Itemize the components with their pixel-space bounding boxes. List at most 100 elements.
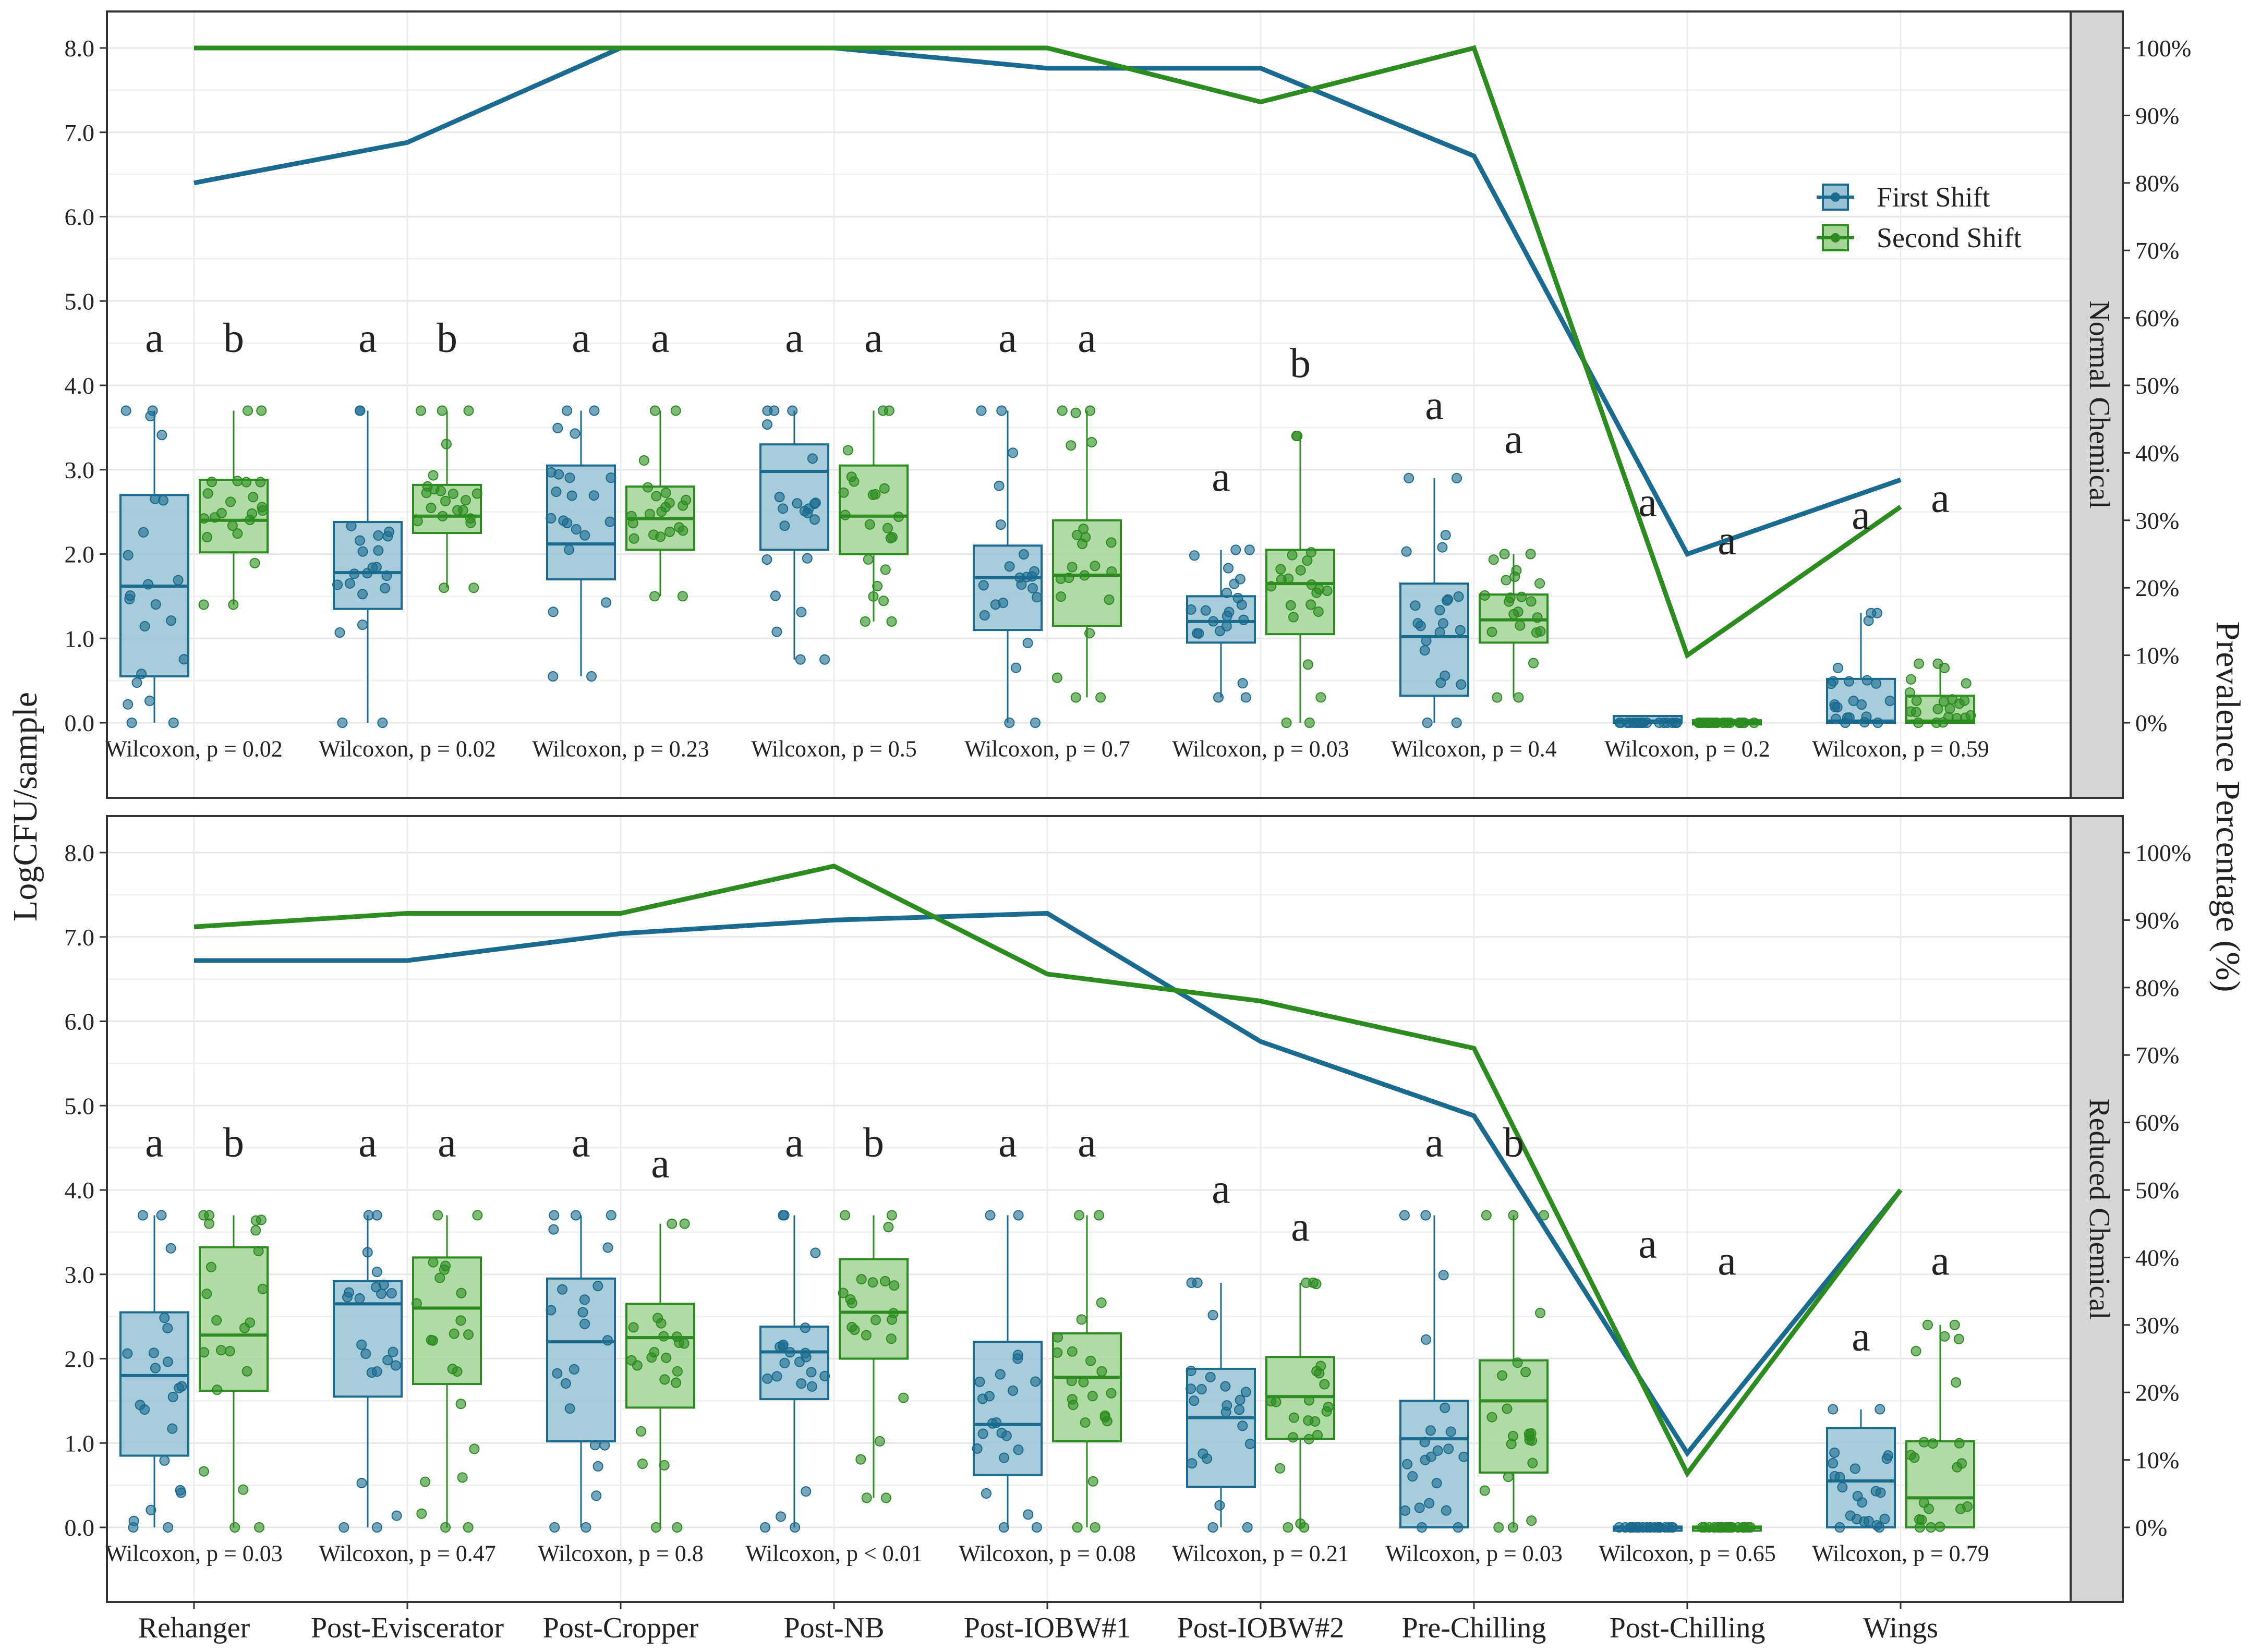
boxplot-second-shift-post-eviscerator <box>412 405 482 593</box>
box <box>546 1277 616 1443</box>
data-point <box>1027 583 1038 594</box>
data-point <box>1437 542 1448 553</box>
data-point <box>1056 591 1067 602</box>
data-point <box>1067 1346 1078 1357</box>
data-point <box>777 1341 788 1352</box>
data-point <box>457 1472 468 1483</box>
y-tick-label: 8.0 <box>65 35 95 62</box>
boxplot-second-shift-post-chilling <box>1692 718 1762 728</box>
data-point <box>471 488 482 499</box>
data-point <box>1440 530 1451 541</box>
y-tick-label: 4.0 <box>65 372 95 399</box>
data-point <box>1067 562 1078 573</box>
data-point <box>1066 1376 1077 1387</box>
data-point <box>136 669 147 679</box>
data-point <box>628 533 639 544</box>
x-tick-label: Wings <box>1863 1612 1938 1644</box>
data-point <box>176 1381 187 1392</box>
sig-letter-second: b <box>223 1120 244 1165</box>
data-point <box>257 1283 268 1294</box>
y-right-tick-label: 30% <box>2135 1312 2179 1339</box>
data-point <box>1072 529 1083 540</box>
data-point <box>1712 1522 1723 1533</box>
data-point <box>570 428 581 439</box>
data-point <box>886 616 897 627</box>
data-point <box>882 523 893 533</box>
data-point <box>880 564 891 575</box>
x-tick-label: Rehanger <box>138 1612 250 1644</box>
data-point <box>978 580 989 591</box>
data-point <box>549 1210 560 1221</box>
data-point <box>199 1347 210 1358</box>
data-point <box>1513 606 1523 617</box>
data-point <box>664 497 675 508</box>
data-point <box>432 1210 443 1221</box>
data-point <box>460 495 471 506</box>
data-point <box>806 1367 817 1378</box>
data-point <box>1401 546 1412 557</box>
x-tick-label: Post-Cropper <box>543 1612 699 1644</box>
data-point <box>156 430 167 441</box>
x-tick-label: Post-Eviscerator <box>311 1612 504 1644</box>
y-tick-label: 5.0 <box>65 288 95 314</box>
data-point <box>1094 1210 1105 1221</box>
data-point <box>1304 718 1315 728</box>
data-point <box>602 1335 613 1346</box>
data-point <box>1737 718 1748 728</box>
data-point <box>1535 1307 1546 1318</box>
data-point <box>144 696 155 707</box>
sig-letter-first: a <box>358 1120 377 1165</box>
wilcoxon-label: Wilcoxon, p = 0.65 <box>1599 1541 1776 1566</box>
data-point <box>1207 1309 1218 1320</box>
data-point <box>667 1218 678 1229</box>
data-point <box>1914 1514 1925 1525</box>
boxplot-first-shift-wings <box>1825 608 1896 728</box>
data-point <box>856 1274 867 1285</box>
data-point <box>787 405 798 416</box>
data-point <box>1238 614 1249 625</box>
data-point <box>1186 1383 1196 1394</box>
boxplot-second-shift-post-iobw-2 <box>1265 431 1335 728</box>
data-point <box>175 1485 186 1496</box>
data-point <box>1016 579 1027 590</box>
data-point <box>469 1443 480 1454</box>
data-point <box>806 1381 817 1392</box>
data-point <box>1237 1420 1248 1431</box>
y-tick-label: 0.0 <box>65 1514 95 1541</box>
data-point <box>1911 707 1921 718</box>
data-point <box>888 1308 899 1319</box>
data-point <box>638 455 649 466</box>
data-point <box>632 1360 643 1371</box>
data-point <box>1287 550 1298 561</box>
data-point <box>256 1214 267 1225</box>
data-point <box>463 1329 474 1340</box>
data-point <box>412 516 423 527</box>
boxplot-second-shift-wings <box>1904 658 1976 728</box>
data-point <box>229 1522 240 1533</box>
boxplot-second-shift-post-chilling <box>1692 1522 1762 1533</box>
data-point <box>671 1377 682 1388</box>
data-point <box>1527 1457 1538 1468</box>
legend-item-first-shift <box>1817 184 1854 211</box>
y-right-tick-label: 30% <box>2135 507 2179 534</box>
data-point <box>604 516 615 527</box>
data-point <box>1085 405 1096 416</box>
data-point <box>1186 1365 1196 1376</box>
x-tick-label: Post-Chilling <box>1610 1612 1766 1644</box>
boxplot-first-shift-post-chilling <box>1613 715 1683 728</box>
data-point <box>1070 692 1081 703</box>
data-point <box>428 1257 439 1268</box>
prevalence-line-first-shift <box>194 45 1902 557</box>
wilcoxon-label: Wilcoxon, p = 0.5 <box>751 736 917 762</box>
data-point <box>1192 628 1203 639</box>
data-point <box>771 626 782 637</box>
data-point <box>1863 615 1874 626</box>
data-point <box>1086 436 1097 447</box>
data-point <box>1849 1463 1860 1474</box>
data-point <box>1079 570 1090 581</box>
data-point <box>437 405 448 416</box>
y-right-tick-label: 90% <box>2135 907 2179 933</box>
data-point <box>439 1264 450 1275</box>
data-point <box>1106 566 1117 577</box>
data-point <box>1288 1412 1299 1423</box>
